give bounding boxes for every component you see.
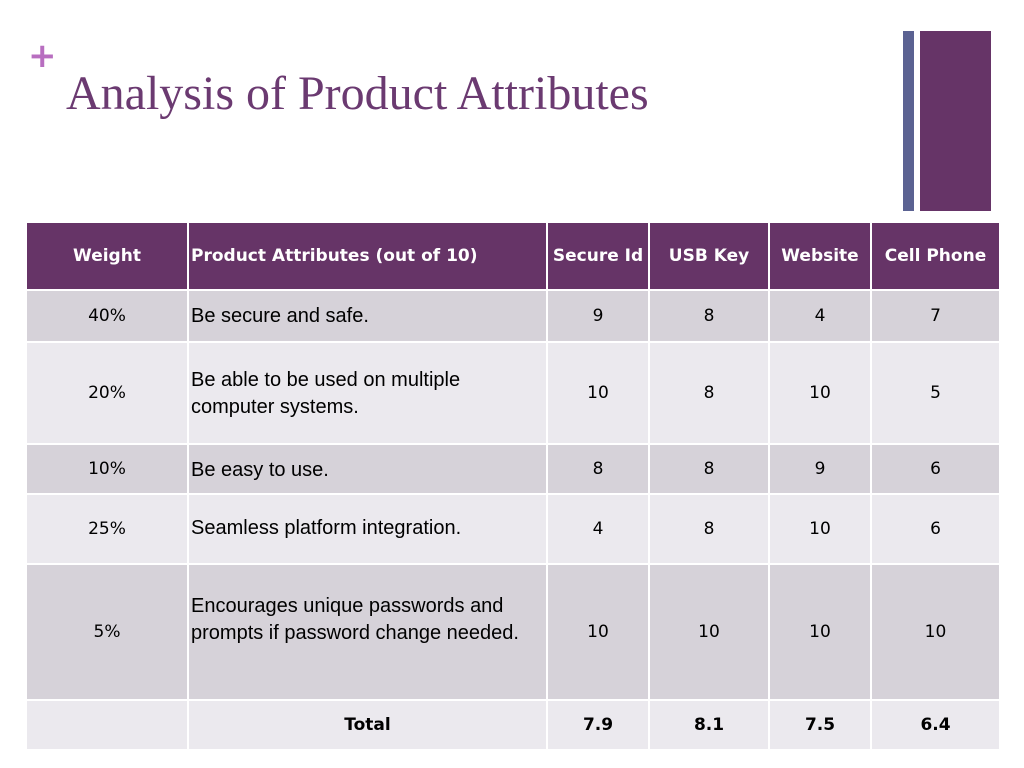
header-cell-phone: Cell Phone	[870, 221, 1001, 291]
plus-icon: +	[28, 36, 57, 76]
total-usb-key: 8.1	[648, 699, 770, 751]
decorative-bar-thick	[920, 31, 991, 211]
usb-key-cell: 8	[648, 443, 770, 495]
cell-phone-cell: 7	[870, 289, 1001, 343]
secure-id-cell: 10	[546, 341, 650, 445]
table-row: 10% Be easy to use. 8 8 9 6	[25, 443, 1001, 495]
total-label: Total	[187, 699, 548, 751]
weight-cell: 40%	[25, 289, 189, 343]
weight-cell: 10%	[25, 443, 189, 495]
attribute-cell: Be easy to use.	[187, 443, 548, 495]
table-header-row: Weight Product Attributes (out of 10) Se…	[25, 221, 1001, 291]
usb-key-cell: 8	[648, 289, 770, 343]
website-cell: 10	[768, 341, 872, 445]
header-secure-id: Secure Id	[546, 221, 650, 291]
weight-cell: 20%	[25, 341, 189, 445]
decorative-bar-thin	[903, 31, 914, 211]
cell-phone-cell: 10	[870, 563, 1001, 701]
secure-id-cell: 8	[546, 443, 650, 495]
website-cell: 9	[768, 443, 872, 495]
total-cell-phone: 6.4	[870, 699, 1001, 751]
cell-phone-cell: 5	[870, 341, 1001, 445]
header-usb-key: USB Key	[648, 221, 770, 291]
attribute-cell: Be able to be used on multiple computer …	[187, 341, 548, 445]
table-row: 5% Encourages unique passwords and promp…	[25, 563, 1001, 701]
attribute-cell: Encourages unique passwords and prompts …	[187, 563, 548, 701]
table-row: 20% Be able to be used on multiple compu…	[25, 341, 1001, 445]
cell-phone-cell: 6	[870, 493, 1001, 565]
total-secure-id: 7.9	[546, 699, 650, 751]
secure-id-cell: 10	[546, 563, 650, 701]
header-website: Website	[768, 221, 872, 291]
slide-title: Analysis of Product Attributes	[66, 67, 649, 120]
header-weight: Weight	[25, 221, 189, 291]
total-row: Total 7.9 8.1 7.5 6.4	[25, 699, 1001, 751]
table-row: 40% Be secure and safe. 9 8 4 7	[25, 289, 1001, 343]
usb-key-cell: 8	[648, 341, 770, 445]
weight-cell: 5%	[25, 563, 189, 701]
cell-phone-cell: 6	[870, 443, 1001, 495]
total-empty-cell	[25, 699, 189, 751]
weight-cell: 25%	[25, 493, 189, 565]
secure-id-cell: 4	[546, 493, 650, 565]
usb-key-cell: 10	[648, 563, 770, 701]
attribute-cell: Seamless platform integration.	[187, 493, 548, 565]
header-attributes: Product Attributes (out of 10)	[187, 221, 548, 291]
secure-id-cell: 9	[546, 289, 650, 343]
table-row: 25% Seamless platform integration. 4 8 1…	[25, 493, 1001, 565]
attributes-table: Weight Product Attributes (out of 10) Se…	[25, 221, 1001, 751]
usb-key-cell: 8	[648, 493, 770, 565]
website-cell: 10	[768, 493, 872, 565]
website-cell: 4	[768, 289, 872, 343]
website-cell: 10	[768, 563, 872, 701]
total-website: 7.5	[768, 699, 872, 751]
attribute-cell: Be secure and safe.	[187, 289, 548, 343]
